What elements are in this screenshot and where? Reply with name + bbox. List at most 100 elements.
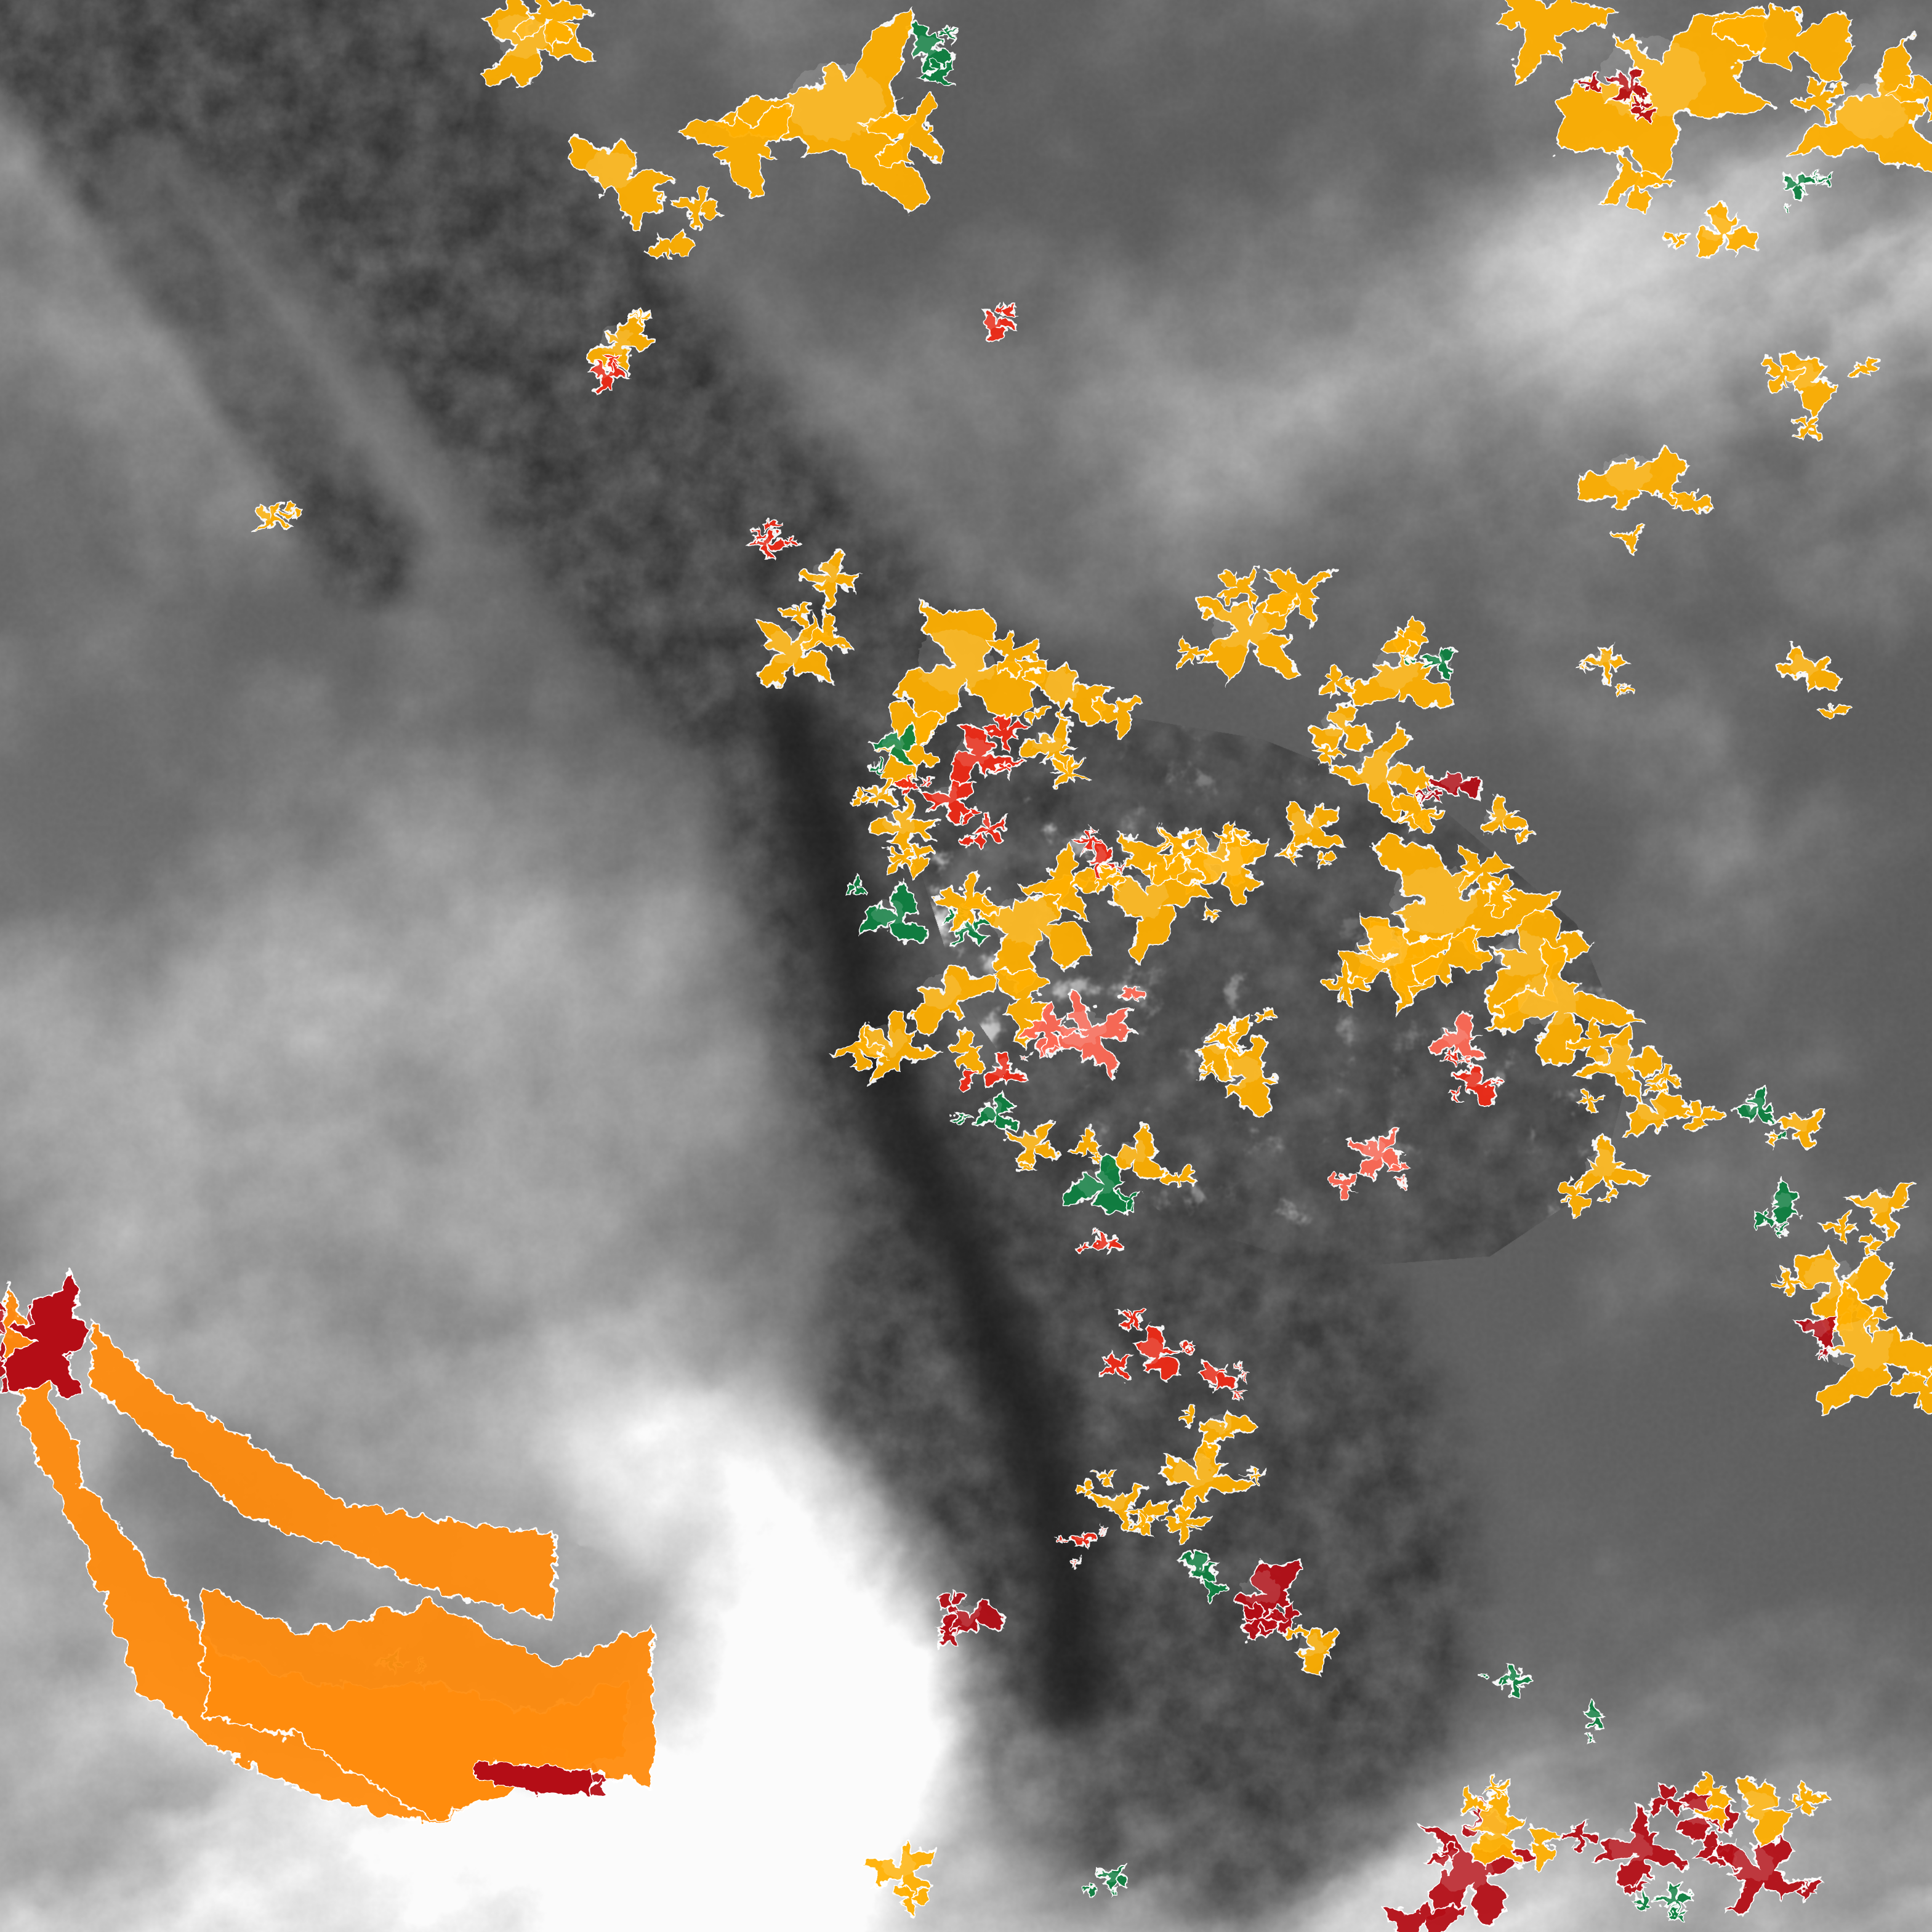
convective-cell [1064,1148,1145,1215]
convective-cell [867,721,918,773]
cell-core-highlight [758,536,774,548]
convective-cell [1693,1771,1831,1849]
cell-core-highlight [920,975,960,1007]
convective-cell [1415,770,1482,805]
convective-cell [674,6,946,211]
cell-core-highlight [1502,1671,1519,1684]
cell-core-highlight [989,1060,1009,1076]
cell-core-highlight [1207,1414,1233,1434]
convective-cell [1017,985,1148,1082]
convective-cell [1282,1625,1339,1676]
convective-cell [1234,1556,1305,1643]
cell-core-highlight [873,899,906,925]
cell-core-highlight [1354,928,1408,970]
cell-core-highlight [1241,1573,1281,1604]
convective-cell [1021,664,1143,742]
convective-cell [1275,799,1350,869]
cell-core-highlight [1835,84,1906,140]
cell-core-highlight [1470,1811,1508,1840]
cell-core-highlight [587,150,635,189]
convective-cell [479,0,597,88]
cell-core-highlight [1486,806,1509,824]
convective-cell [1439,1049,1503,1107]
cell-core-highlight [258,507,276,521]
cell-core-highlight [1701,215,1734,241]
cell-core-highlight [1785,175,1802,188]
convective-cell [1320,912,1456,1020]
cell-core-highlight [1635,1097,1665,1121]
cell-core-highlight [1428,651,1446,666]
convective-cell [1762,352,1882,439]
convective-cell [1175,565,1337,685]
cell-core-highlight [1116,877,1167,917]
cell-core-highlight [1593,650,1612,666]
convective-cell [1099,1309,1196,1381]
cell-core-highlight [1598,1043,1638,1074]
cell-core-highlight [1300,1636,1324,1656]
cell-core-highlight [1060,1010,1104,1045]
convective-cell [1054,1523,1109,1568]
cell-core-highlight [1808,1318,1829,1334]
cell-core-highlight [1204,846,1244,877]
convective-cell [1482,933,1644,1071]
cell-core-highlight [915,630,994,692]
cell-core-highlight [1016,1130,1042,1151]
convective-cell [1326,1128,1414,1201]
convective-cell [1819,1183,1916,1257]
convective-cell [473,1759,592,1797]
cell-core-highlight [883,810,914,835]
cell-core-highlight [992,896,1055,946]
cell-core-highlight [1462,1071,1484,1089]
cell-core-highlight [1074,1532,1087,1542]
cell-core-highlight [1359,1138,1388,1161]
convective-cell [1194,1358,1254,1401]
cell-core-highlight [1202,1365,1221,1380]
cell-core-highlight [1103,1869,1119,1881]
cell-core-highlight [1605,454,1653,492]
cell-core-highlight [1224,1057,1262,1086]
convective-cell [861,1840,938,1920]
convective-cell [845,875,927,943]
cell-core-highlight [1584,1709,1598,1721]
cell-core-highlight [1613,74,1635,91]
cell-core-highlight [1045,671,1082,701]
cell-core-highlight [1863,1190,1893,1214]
convective-cell [1309,666,1372,755]
convective-cell [585,351,628,393]
convective-cell [1428,1010,1485,1067]
cell-core-highlight [787,63,883,140]
cell-core-highlight [1584,1151,1617,1177]
convective-cell [1734,1087,1789,1141]
convective-cell [1202,1020,1278,1117]
convective-cell [1663,202,1758,259]
convective-cell [1180,833,1302,922]
convective-cell [0,1272,98,1396]
convective-cell [1624,1079,1724,1140]
convective-cell [1582,1700,1608,1746]
convective-cell [1313,724,1445,834]
cell-core-highlight [1078,1169,1113,1197]
convective-cell [1495,0,1856,211]
cell-core-highlight [933,786,959,807]
convective-cell [1559,1134,1649,1219]
convective-cell [1775,643,1851,720]
cell-core-highlight [985,316,1002,330]
cell-core-highlight [1830,1321,1893,1371]
cell-core-highlight [1495,933,1552,978]
convective-cell [1403,644,1457,680]
cell-core-highlight [1789,654,1819,678]
convective-cell [951,1090,1019,1132]
cell-core-highlight [867,1026,904,1055]
cell-core-highlight [1186,1555,1207,1571]
convective-cell [1575,446,1713,553]
cell-core-highlight [1661,1888,1680,1903]
cell-core-highlight [1103,1492,1127,1510]
convective-cell [1752,1178,1803,1238]
convective-cell [1786,35,1932,176]
convective-cell [1555,1803,1689,1897]
convective-cell [780,549,864,629]
convective-cell [1480,795,1535,845]
cell-core-highlight [811,563,839,585]
convective-cell [1093,823,1220,964]
